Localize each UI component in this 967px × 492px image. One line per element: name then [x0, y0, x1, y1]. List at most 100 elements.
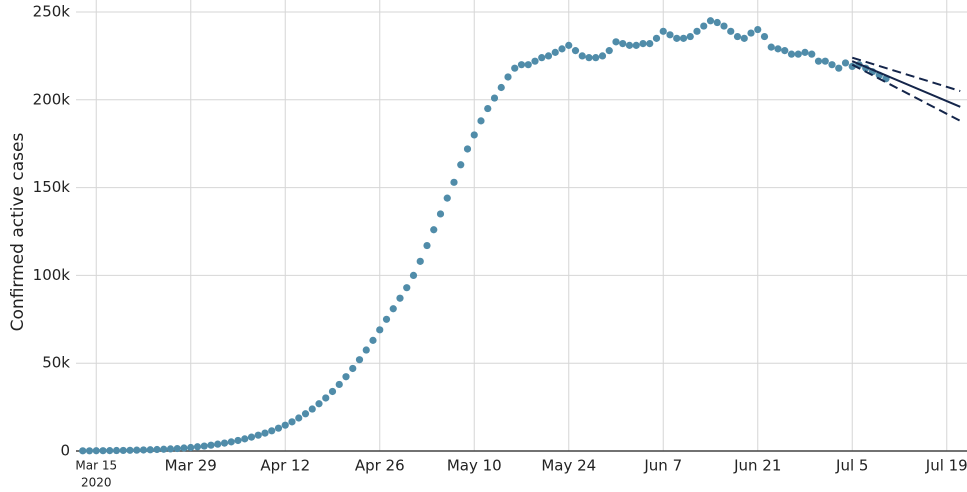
- data-point: [686, 32, 694, 41]
- y-tick-label: 250k: [33, 3, 71, 21]
- data-point: [119, 446, 127, 455]
- data-point: [328, 387, 337, 396]
- data-point: [544, 52, 553, 60]
- data-point: [92, 447, 100, 455]
- data-point: [760, 32, 769, 41]
- data-point: [754, 25, 762, 34]
- data-point: [85, 447, 94, 455]
- data-point: [261, 429, 269, 437]
- data-point: [477, 117, 485, 125]
- data-point: [160, 445, 168, 453]
- data-point: [315, 400, 323, 408]
- data-point: [808, 50, 816, 58]
- data-point: [531, 57, 539, 65]
- data-point: [430, 226, 438, 234]
- data-point: [382, 315, 391, 323]
- data-point: [106, 447, 114, 455]
- data-point: [497, 83, 505, 92]
- data-point: [214, 440, 222, 448]
- data-point: [247, 433, 256, 441]
- data-point: [173, 444, 181, 453]
- data-point: [126, 446, 134, 454]
- data-point: [706, 17, 715, 25]
- data-point: [484, 104, 492, 113]
- data-point: [511, 64, 519, 72]
- data-point: [801, 48, 809, 56]
- data-point: [781, 47, 789, 55]
- data-point: [605, 47, 613, 55]
- data-point: [700, 22, 708, 30]
- x-year-label: 2020: [81, 476, 112, 490]
- data-point: [571, 47, 580, 55]
- data-point: [139, 446, 148, 454]
- data-point: [450, 178, 458, 186]
- data-point: [625, 41, 634, 49]
- data-point: [335, 380, 343, 389]
- data-point: [632, 41, 640, 49]
- data-point: [524, 61, 532, 69]
- data-point: [423, 241, 431, 250]
- data-point: [396, 294, 404, 302]
- data-point: [322, 394, 330, 402]
- data-point: [153, 445, 161, 454]
- data-point: [733, 32, 742, 41]
- data-point: [578, 52, 586, 60]
- data-point: [673, 34, 681, 42]
- data-point: [747, 29, 755, 37]
- data-point: [220, 439, 229, 447]
- data-point: [821, 57, 829, 65]
- data-point: [79, 447, 87, 455]
- data-point: [787, 50, 796, 58]
- x-tick-label: Jul 5: [835, 457, 868, 475]
- data-point: [767, 43, 775, 51]
- data-point: [504, 73, 512, 81]
- data-point: [835, 64, 843, 72]
- data-point: [470, 131, 478, 139]
- data-point: [193, 443, 202, 451]
- y-tick-label: 50k: [42, 354, 70, 372]
- data-point: [268, 427, 276, 435]
- data-point: [409, 271, 418, 279]
- data-point: [389, 305, 397, 313]
- data-point: [517, 61, 526, 69]
- data-point: [308, 405, 316, 413]
- data-point: [740, 34, 748, 42]
- data-point: [362, 346, 370, 354]
- data-point: [551, 48, 559, 56]
- data-point: [727, 27, 735, 35]
- x-tick-label: Apr 12: [260, 457, 310, 475]
- data-point: [133, 446, 141, 454]
- data-point: [443, 194, 451, 202]
- data-point: [166, 445, 175, 453]
- x-tick-label: May 10: [447, 457, 502, 475]
- data-point: [679, 34, 688, 42]
- y-tick-label: 100k: [33, 266, 71, 284]
- data-point: [666, 31, 674, 39]
- y-tick-label: 0: [60, 442, 70, 460]
- x-tick-label: Apr 26: [355, 457, 405, 475]
- data-point: [207, 441, 215, 449]
- data-point: [457, 161, 465, 169]
- data-point: [463, 145, 472, 153]
- data-point: [841, 59, 850, 67]
- x-tick-label: May 24: [541, 457, 596, 475]
- data-point: [585, 54, 593, 62]
- data-point: [288, 418, 296, 426]
- data-point: [794, 50, 802, 58]
- data-point: [490, 94, 499, 102]
- data-point: [403, 284, 411, 292]
- data-point: [693, 27, 701, 35]
- data-point: [565, 41, 573, 49]
- data-point: [187, 443, 195, 452]
- x-tick-label: Mar 29: [165, 457, 217, 475]
- data-point: [274, 424, 283, 432]
- data-point: [713, 18, 721, 27]
- data-point: [774, 45, 782, 53]
- data-point: [355, 356, 364, 364]
- data-point: [301, 410, 310, 418]
- data-point: [538, 54, 546, 62]
- data-point: [612, 38, 620, 46]
- data-point: [598, 52, 607, 60]
- data-point: [369, 336, 377, 344]
